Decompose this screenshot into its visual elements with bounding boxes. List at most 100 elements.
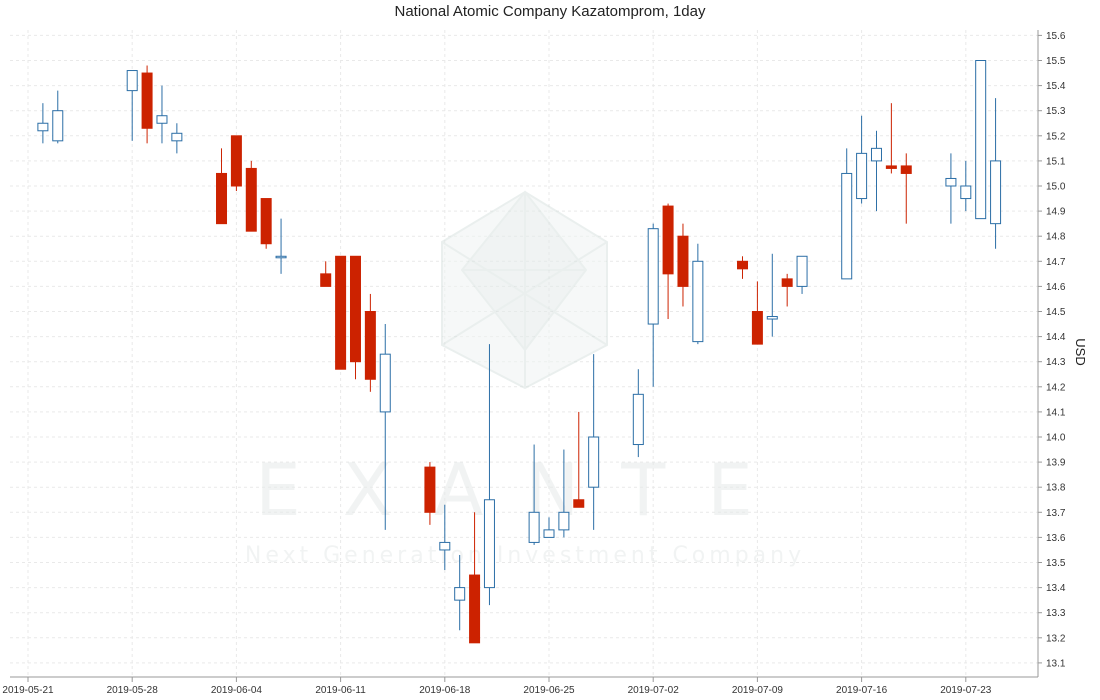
candle-up	[692, 243, 704, 345]
candle-body	[439, 541, 451, 551]
candle-up	[483, 344, 495, 606]
candle-down	[349, 255, 361, 380]
y-tick-label: 14.2	[1046, 382, 1066, 393]
x-tick-label: 2019-05-28	[107, 685, 159, 696]
candle-body	[558, 511, 570, 531]
watermark-name: EXANTE	[255, 448, 794, 532]
candle-body	[647, 228, 659, 325]
candle-up	[632, 369, 644, 458]
candle-body	[766, 316, 778, 320]
watermark: EXANTE Next Generation Investment Compan…	[245, 190, 805, 568]
y-tick-label: 15.6	[1046, 31, 1066, 42]
y-tick-label: 14.9	[1046, 207, 1066, 218]
watermark-tagline: Next Generation Investment Company	[245, 543, 805, 568]
y-tick-label: 14.1	[1046, 407, 1066, 418]
candle-up	[588, 354, 600, 530]
candle-up	[52, 90, 64, 144]
y-tick-label: 13.2	[1046, 633, 1066, 644]
candle-down	[424, 462, 436, 525]
candle-up	[543, 517, 555, 538]
y-tick-label: 14.4	[1046, 332, 1066, 343]
candle-body	[156, 115, 168, 124]
candle-down	[573, 411, 585, 508]
y-tick-label: 13.7	[1046, 508, 1066, 519]
candle-down	[335, 255, 347, 370]
candle-body	[796, 255, 808, 287]
candle-down	[751, 281, 763, 345]
candle-down	[737, 256, 749, 279]
candle-down	[141, 65, 153, 144]
y-tick-label: 14.5	[1046, 307, 1066, 318]
candle-body	[975, 60, 987, 220]
candle-down	[469, 512, 481, 644]
candle-body	[126, 70, 138, 92]
candle-body	[37, 122, 49, 132]
x-tick-label: 2019-06-04	[211, 685, 263, 696]
candle-body	[216, 172, 228, 225]
y-tick-label: 13.4	[1046, 583, 1066, 594]
candle-down	[662, 203, 674, 320]
y-tick-label: 13.5	[1046, 558, 1066, 569]
x-tick-label: 2019-07-16	[836, 685, 888, 696]
candle-body	[960, 185, 972, 200]
candle-up	[945, 153, 957, 224]
candle-up	[275, 218, 287, 274]
candle-body	[230, 135, 242, 187]
y-tick-label: 14.8	[1046, 232, 1066, 243]
x-tick-label: 2019-07-02	[628, 685, 680, 696]
axis-layer: 13.1 13.2 13.3 13.4 13.5 13.6 13.7 13.8 13.9 14.0…	[2, 31, 1065, 696]
candle-down	[885, 103, 897, 174]
candle-body	[781, 278, 793, 287]
x-tick-label: 2019-05-21	[2, 685, 54, 696]
candle-body	[245, 167, 257, 232]
candle-body	[260, 198, 272, 245]
candle-up	[960, 160, 972, 212]
candle-body	[469, 574, 481, 644]
candle-body	[885, 165, 897, 169]
candle-body	[692, 260, 704, 343]
candle-down	[677, 223, 689, 307]
candle-body	[349, 255, 361, 363]
candle-down	[216, 148, 228, 225]
candle-down	[781, 273, 793, 307]
candle-body	[320, 273, 332, 287]
candle-body	[275, 255, 287, 259]
chart-title: National Atomic Company Kazatomprom, 1da…	[394, 3, 706, 20]
candle-body	[662, 205, 674, 275]
candle-down	[260, 198, 272, 249]
candle-up	[528, 444, 540, 545]
candle-body	[751, 311, 763, 345]
candle-up	[766, 253, 778, 337]
candle-up	[558, 449, 570, 538]
candle-up	[796, 255, 808, 294]
candle-body	[677, 235, 689, 287]
candle-down	[900, 153, 912, 224]
candle-up	[647, 223, 659, 387]
candle-layer	[37, 60, 1002, 644]
candle-up	[37, 103, 49, 144]
candle-body	[856, 152, 868, 200]
candle-body	[737, 260, 749, 270]
x-tick-label: 2019-06-18	[419, 685, 471, 696]
candle-down	[230, 135, 242, 192]
candle-body	[364, 311, 376, 380]
x-tick-label: 2019-07-23	[940, 685, 992, 696]
candle-body	[990, 160, 1002, 225]
candle-body	[945, 177, 957, 187]
candle-down	[320, 261, 332, 287]
candle-body	[543, 529, 555, 538]
candle-up	[379, 324, 391, 530]
y-tick-label: 15.3	[1046, 106, 1066, 117]
candle-up	[454, 554, 466, 631]
candle-up	[156, 85, 168, 144]
candle-down	[245, 160, 257, 232]
candle-up	[439, 504, 451, 571]
candle-body	[632, 393, 644, 446]
candle-body	[900, 165, 912, 174]
candle-body	[454, 587, 466, 601]
x-tick-label: 2019-07-09	[732, 685, 784, 696]
y-tick-label: 13.1	[1046, 658, 1066, 669]
candle-body	[52, 110, 64, 142]
y-axis-title: USD	[1073, 338, 1088, 365]
